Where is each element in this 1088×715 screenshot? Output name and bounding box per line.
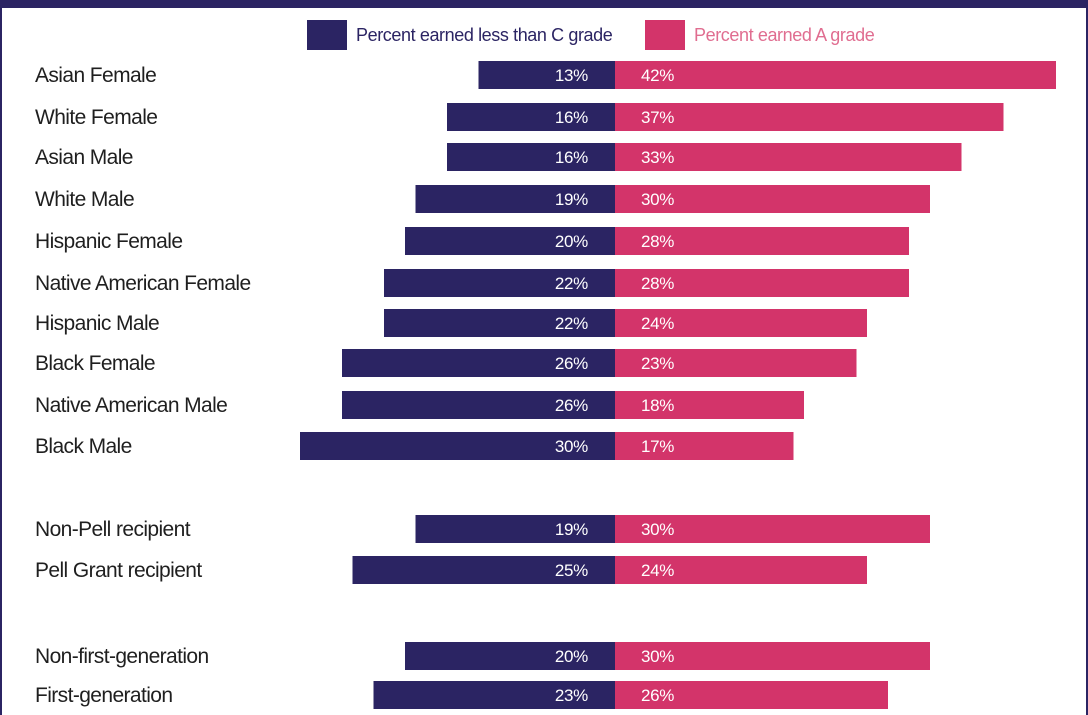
- value-label-less-than-c-hispanic-female: 20%: [555, 232, 588, 251]
- bar-less-than-c-pell-grant-recipient: [352, 556, 615, 584]
- value-label-a-grade-pell-grant-recipient: 24%: [641, 561, 674, 580]
- bar-a-grade-non-first-generation: [615, 642, 930, 670]
- bar-less-than-c-asian-female: [478, 61, 615, 89]
- value-label-less-than-c-white-male: 19%: [555, 190, 588, 209]
- row-label-asian-female: Asian Female: [35, 64, 156, 87]
- row-label-white-female: White Female: [35, 106, 157, 129]
- bar-less-than-c-asian-male: [447, 143, 615, 171]
- value-label-less-than-c-asian-female: 13%: [555, 66, 588, 85]
- bar-less-than-c-white-male: [415, 185, 615, 213]
- value-label-less-than-c-native-american-male: 26%: [555, 396, 588, 415]
- row-label-white-male: White Male: [35, 188, 134, 211]
- row-label-asian-male: Asian Male: [35, 146, 133, 169]
- legend-item-less-than-c: Percent earned less than C grade: [307, 20, 613, 50]
- legend-label-less-than-c: Percent earned less than C grade: [356, 24, 613, 45]
- top-border: [0, 0, 1088, 8]
- bar-less-than-c-black-male: [300, 432, 615, 460]
- value-label-a-grade-first-generation: 26%: [641, 686, 674, 705]
- row-label-non-first-generation: Non-first-generation: [35, 645, 209, 668]
- bar-less-than-c-white-female: [447, 103, 615, 131]
- bar-less-than-c-native-american-male: [342, 391, 615, 419]
- bar-less-than-c-hispanic-female: [405, 227, 615, 255]
- value-label-less-than-c-non-pell-recipient: 19%: [555, 520, 588, 539]
- value-label-a-grade-white-female: 37%: [641, 108, 674, 127]
- bar-less-than-c-non-first-generation: [405, 642, 615, 670]
- bar-a-grade-pell-grant-recipient: [615, 556, 867, 584]
- row-label-native-american-male: Native American Male: [35, 394, 227, 417]
- bar-a-grade-non-pell-recipient: [615, 515, 930, 543]
- bar-a-grade-asian-male: [615, 143, 962, 171]
- bar-a-grade-black-male: [615, 432, 794, 460]
- bar-less-than-c-non-pell-recipient: [415, 515, 615, 543]
- value-label-a-grade-white-male: 30%: [641, 190, 674, 209]
- bar-a-grade-hispanic-female: [615, 227, 909, 255]
- value-label-less-than-c-black-female: 26%: [555, 354, 588, 373]
- value-label-less-than-c-pell-grant-recipient: 25%: [555, 561, 588, 580]
- bar-less-than-c-native-american-female: [384, 269, 615, 297]
- value-label-a-grade-hispanic-male: 24%: [641, 314, 674, 333]
- bar-a-grade-hispanic-male: [615, 309, 867, 337]
- legend-swatch-a-grade: [645, 20, 685, 50]
- bar-a-grade-asian-female: [615, 61, 1056, 89]
- row-label-hispanic-male: Hispanic Male: [35, 312, 159, 335]
- value-label-less-than-c-asian-male: 16%: [555, 148, 588, 167]
- value-label-a-grade-asian-female: 42%: [641, 66, 674, 85]
- bar-a-grade-white-male: [615, 185, 930, 213]
- value-label-less-than-c-native-american-female: 22%: [555, 274, 588, 293]
- bar-less-than-c-hispanic-male: [384, 309, 615, 337]
- legend-label-a-grade: Percent earned A grade: [694, 24, 875, 45]
- value-label-less-than-c-hispanic-male: 22%: [555, 314, 588, 333]
- value-label-a-grade-black-female: 23%: [641, 354, 674, 373]
- bar-a-grade-native-american-male: [615, 391, 804, 419]
- row-label-black-male: Black Male: [35, 435, 132, 458]
- bar-less-than-c-black-female: [342, 349, 615, 377]
- value-label-less-than-c-white-female: 16%: [555, 108, 588, 127]
- row-label-pell-grant-recipient: Pell Grant recipient: [35, 559, 202, 582]
- value-label-a-grade-hispanic-female: 28%: [641, 232, 674, 251]
- bar-a-grade-white-female: [615, 103, 1004, 131]
- value-label-less-than-c-non-first-generation: 20%: [555, 647, 588, 666]
- value-label-a-grade-black-male: 17%: [641, 437, 674, 456]
- legend-swatch-less-than-c: [307, 20, 347, 50]
- value-label-a-grade-asian-male: 33%: [641, 148, 674, 167]
- bar-a-grade-black-female: [615, 349, 857, 377]
- legend-item-a-grade: Percent earned A grade: [645, 20, 875, 50]
- bar-a-grade-native-american-female: [615, 269, 909, 297]
- value-label-a-grade-non-pell-recipient: 30%: [641, 520, 674, 539]
- bar-less-than-c-first-generation: [373, 681, 615, 709]
- value-label-less-than-c-first-generation: 23%: [555, 686, 588, 705]
- bar-a-grade-first-generation: [615, 681, 888, 709]
- row-label-native-american-female: Native American Female: [35, 272, 251, 295]
- value-label-a-grade-native-american-male: 18%: [641, 396, 674, 415]
- row-label-non-pell-recipient: Non-Pell recipient: [35, 518, 191, 541]
- row-label-black-female: Black Female: [35, 352, 155, 375]
- value-label-a-grade-native-american-female: 28%: [641, 274, 674, 293]
- row-label-first-generation: First-generation: [35, 684, 172, 707]
- value-label-a-grade-non-first-generation: 30%: [641, 647, 674, 666]
- row-label-hispanic-female: Hispanic Female: [35, 230, 182, 253]
- value-label-less-than-c-black-male: 30%: [555, 437, 588, 456]
